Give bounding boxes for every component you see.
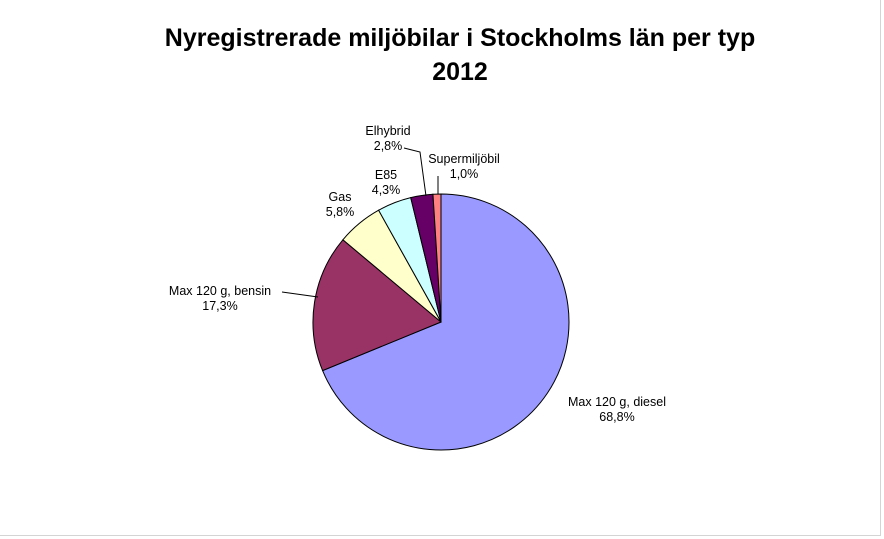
slice-value-label: 1,0% [450,167,479,181]
slice-name-label: Gas [329,190,352,204]
slice-name-label: E85 [375,168,397,182]
pie-slice-max-120-g-bensin[interactable] [312,239,442,372]
slice-value-label: 2,8% [374,139,403,153]
slice-name-label: Max 120 g, bensin [169,284,271,298]
slice-name-label: Supermiljöbil [428,152,500,166]
slice-value-label: 4,3% [372,183,401,197]
pie-slice-max-120-g-diesel[interactable] [321,193,570,451]
slice-value-label: 17,3% [202,299,237,313]
pie-slice-supermiljobil[interactable] [432,193,442,323]
leader-line-max-120-g-bensin [281,291,319,298]
slice-name-label: Max 120 g, diesel [568,395,666,409]
chart-title-line-2: 2012 [432,58,488,86]
slice-value-label: 68,8% [599,410,634,424]
pie-slices [312,193,570,451]
leader-line-elhybrid [403,147,427,197]
chart-title-line-1: Nyregistrerade miljöbilar i Stockholms l… [165,24,755,52]
slice-name-label: Elhybrid [365,124,410,138]
slice-value-label: 5,8% [326,205,355,219]
leader-lines [281,147,439,298]
